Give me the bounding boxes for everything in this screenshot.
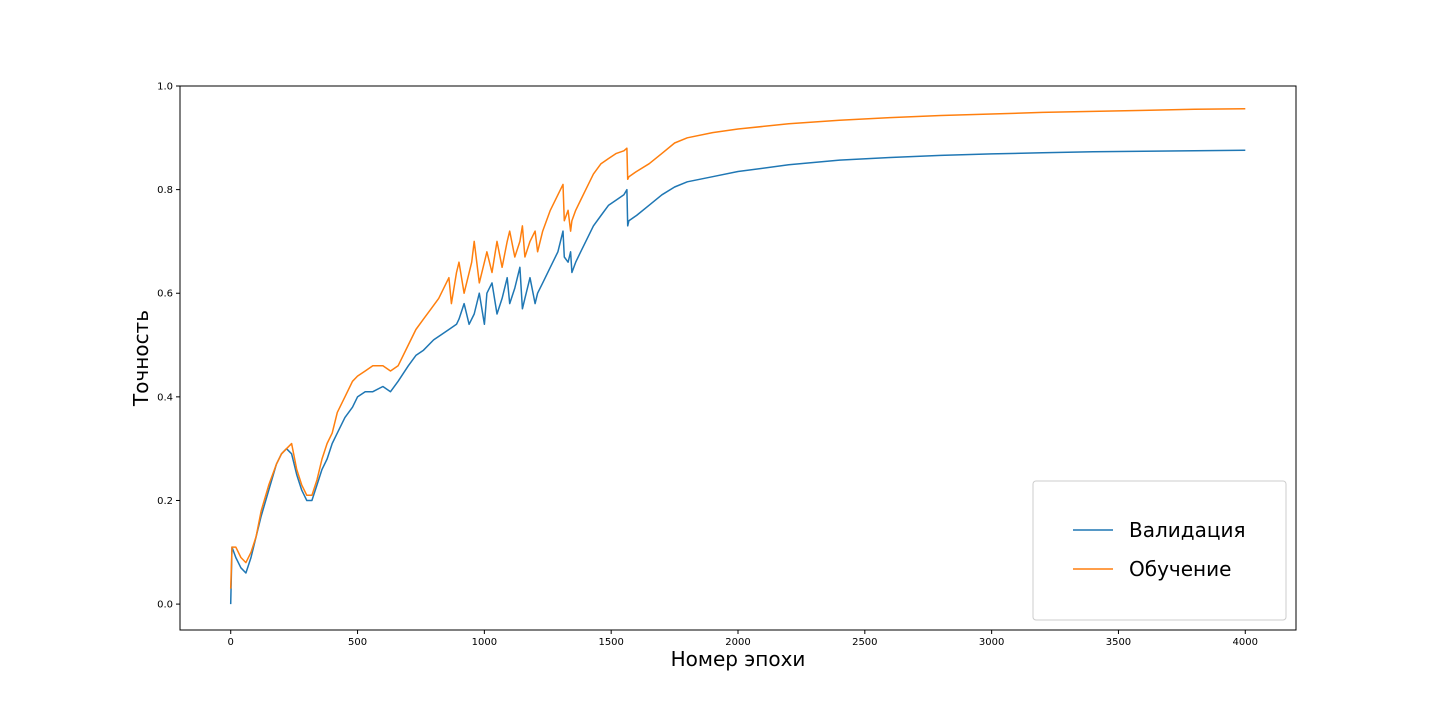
training-series-line (229, 108, 1246, 589)
x-axis-label: Номер эпохи (671, 647, 806, 671)
x-tick-label: 4000 (1233, 637, 1258, 648)
legend-label-validation: Валидация (1129, 518, 1245, 542)
y-tick-label: 0.2 (157, 496, 173, 507)
x-tick-label: 3500 (1106, 637, 1131, 648)
legend-label-training: Обучение (1129, 557, 1231, 581)
legend-box (1032, 480, 1287, 621)
y-axis-label: Точность (129, 310, 153, 407)
y-tick-label: 0.8 (157, 185, 173, 196)
legend: Валидация Обучение (1032, 480, 1287, 621)
x-tick-label: 0 (228, 637, 234, 648)
x-tick-label: 500 (348, 637, 367, 648)
y-tick-label: 0.6 (157, 289, 173, 300)
y-tick-label: 0.0 (157, 600, 173, 611)
x-tick-label: 1500 (598, 637, 623, 648)
y-tick-label: 0.4 (157, 392, 173, 403)
validation-series-line (229, 149, 1246, 605)
x-tick-label: 1000 (472, 637, 497, 648)
x-tick-label: 2500 (852, 637, 877, 648)
x-tick-label: 3000 (979, 637, 1004, 648)
x-axis: 0 500 1000 1500 2000 2500 3000 3500 4000 (228, 630, 1258, 648)
y-axis: 0.0 0.2 0.4 0.6 0.8 1.0 (157, 82, 180, 611)
series-layer (229, 108, 1246, 605)
y-tick-label: 1.0 (157, 82, 173, 93)
x-tick-label: 2000 (725, 637, 750, 648)
